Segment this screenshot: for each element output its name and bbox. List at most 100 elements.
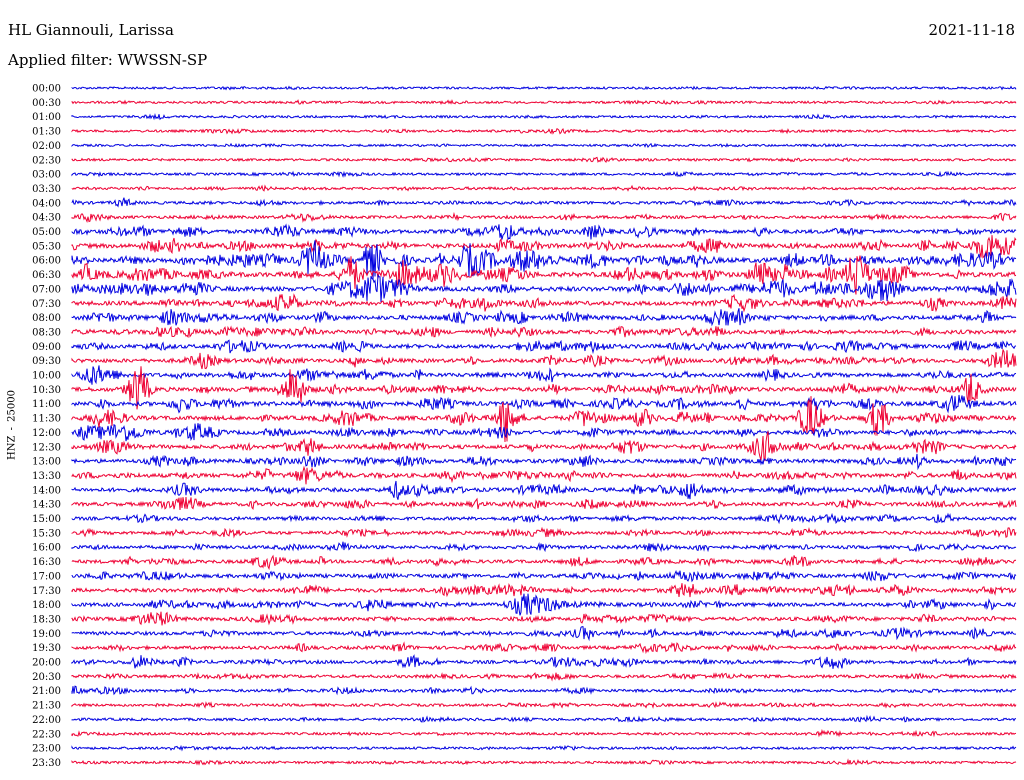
trace-line-1800 <box>71 593 1017 616</box>
trace-line-1200 <box>71 423 1017 442</box>
trace-line-1600 <box>71 541 1017 553</box>
row-time-label: 05:30 <box>32 241 61 252</box>
trace-line-1000 <box>71 365 1017 385</box>
trace-line-1100 <box>71 394 1017 414</box>
trace-line-1500 <box>71 512 1017 525</box>
row-time-label: 13:30 <box>32 471 61 482</box>
trace-line-0730 <box>71 293 1017 313</box>
trace-line-1930 <box>71 641 1017 655</box>
row-time-label: 07:30 <box>32 299 61 310</box>
row-time-label: 14:30 <box>32 500 61 511</box>
row-time-label: 18:30 <box>32 614 61 625</box>
row-time-label: 08:00 <box>32 313 61 324</box>
row-time-label: 09:00 <box>32 342 61 353</box>
row-time-label: 09:30 <box>32 356 61 367</box>
trace-line-1330 <box>71 465 1017 485</box>
row-time-label: 04:00 <box>32 198 61 209</box>
trace-line-0330 <box>71 184 1017 192</box>
trace-line-1530 <box>71 526 1017 539</box>
row-time-label: 03:30 <box>32 184 61 195</box>
row-time-label: 05:00 <box>32 227 61 238</box>
row-time-label: 23:00 <box>32 744 61 755</box>
row-time-label: 04:30 <box>32 213 61 224</box>
row-time-label: 03:00 <box>32 170 61 181</box>
row-time-label: 06:30 <box>32 270 61 281</box>
trace-line-2330 <box>71 758 1017 766</box>
trace-line-1400 <box>71 480 1017 500</box>
filter-label: Applied filter: <box>8 51 113 69</box>
row-time-label: 02:00 <box>32 141 61 152</box>
row-time-label: 21:00 <box>32 686 61 697</box>
trace-line-0700 <box>71 273 1017 303</box>
row-time-label: 17:00 <box>32 571 61 582</box>
row-time-label: 11:30 <box>32 414 61 425</box>
trace-line-0630 <box>71 255 1017 295</box>
trace-line-2030 <box>71 672 1017 682</box>
row-time-label: 23:30 <box>32 758 61 769</box>
row-time-label: 16:00 <box>32 543 61 554</box>
row-time-label: 22:30 <box>32 729 61 740</box>
filter-info: Applied filter: WWSSN-SP <box>8 51 207 69</box>
trace-line-2130 <box>71 701 1017 710</box>
trace-line-1430 <box>71 496 1017 511</box>
trace-line-0800 <box>71 308 1017 327</box>
trace-line-0300 <box>71 170 1017 178</box>
row-time-label: 12:30 <box>32 442 61 453</box>
row-time-label: 06:00 <box>32 256 61 267</box>
trace-line-0030 <box>71 99 1017 105</box>
row-time-label: 15:00 <box>32 514 61 525</box>
row-time-label: 07:00 <box>32 284 61 295</box>
trace-line-1830 <box>71 611 1017 626</box>
row-time-label: 01:00 <box>32 112 61 123</box>
trace-line-1730 <box>71 583 1017 598</box>
trace-line-2300 <box>71 744 1017 752</box>
trace-line-2100 <box>71 685 1017 696</box>
row-time-label: 12:00 <box>32 428 61 439</box>
trace-line-1030 <box>71 366 1017 410</box>
trace-line-1630 <box>71 554 1017 571</box>
trace-line-1130 <box>71 396 1017 443</box>
trace-line-0230 <box>71 156 1017 164</box>
trace-line-0100 <box>71 112 1017 121</box>
row-time-label: 10:00 <box>32 371 61 382</box>
row-time-label: 10:30 <box>32 385 61 396</box>
trace-line-0900 <box>71 339 1017 355</box>
row-time-label: 00:30 <box>32 98 61 109</box>
row-time-label: 15:30 <box>32 528 61 539</box>
row-time-label: 14:00 <box>32 485 61 496</box>
trace-line-2000 <box>71 654 1017 669</box>
trace-line-1900 <box>71 626 1016 642</box>
row-time-label: 13:00 <box>32 457 61 468</box>
row-time-label: 17:30 <box>32 586 61 597</box>
row-time-label: 08:30 <box>32 327 61 338</box>
row-time-label: 20:30 <box>32 672 61 683</box>
trace-line-0830 <box>71 325 1017 339</box>
filter-value: WWSSN-SP <box>117 51 208 69</box>
row-time-label: 20:00 <box>32 658 61 669</box>
trace-line-0000 <box>71 85 1017 91</box>
trace-line-0930 <box>71 348 1017 370</box>
trace-line-0500 <box>71 223 1017 241</box>
row-time-label: 00:00 <box>32 84 61 95</box>
row-time-label: 16:30 <box>32 557 61 568</box>
trace-line-1230 <box>71 431 1017 462</box>
row-time-label: 22:00 <box>32 715 61 726</box>
trace-line-1300 <box>71 453 1017 471</box>
trace-line-0200 <box>71 142 1017 149</box>
trace-line-2230 <box>71 728 1017 738</box>
record-date: 2021-11-18 <box>928 21 1015 39</box>
row-time-label: 11:00 <box>32 399 61 410</box>
trace-line-0130 <box>71 127 1017 135</box>
row-time-label: 21:30 <box>32 701 61 712</box>
trace-line-0430 <box>71 211 1017 223</box>
station-title: HL Giannouli, Larissa <box>8 21 174 39</box>
row-time-label: 01:30 <box>32 127 61 138</box>
trace-line-0400 <box>71 197 1017 208</box>
trace-line-1700 <box>71 570 1017 583</box>
row-time-label: 02:30 <box>32 155 61 166</box>
trace-line-0530 <box>71 235 1017 259</box>
row-time-label: 19:30 <box>32 643 61 654</box>
row-time-label: 18:00 <box>32 600 61 611</box>
row-time-label: 19:00 <box>32 629 61 640</box>
